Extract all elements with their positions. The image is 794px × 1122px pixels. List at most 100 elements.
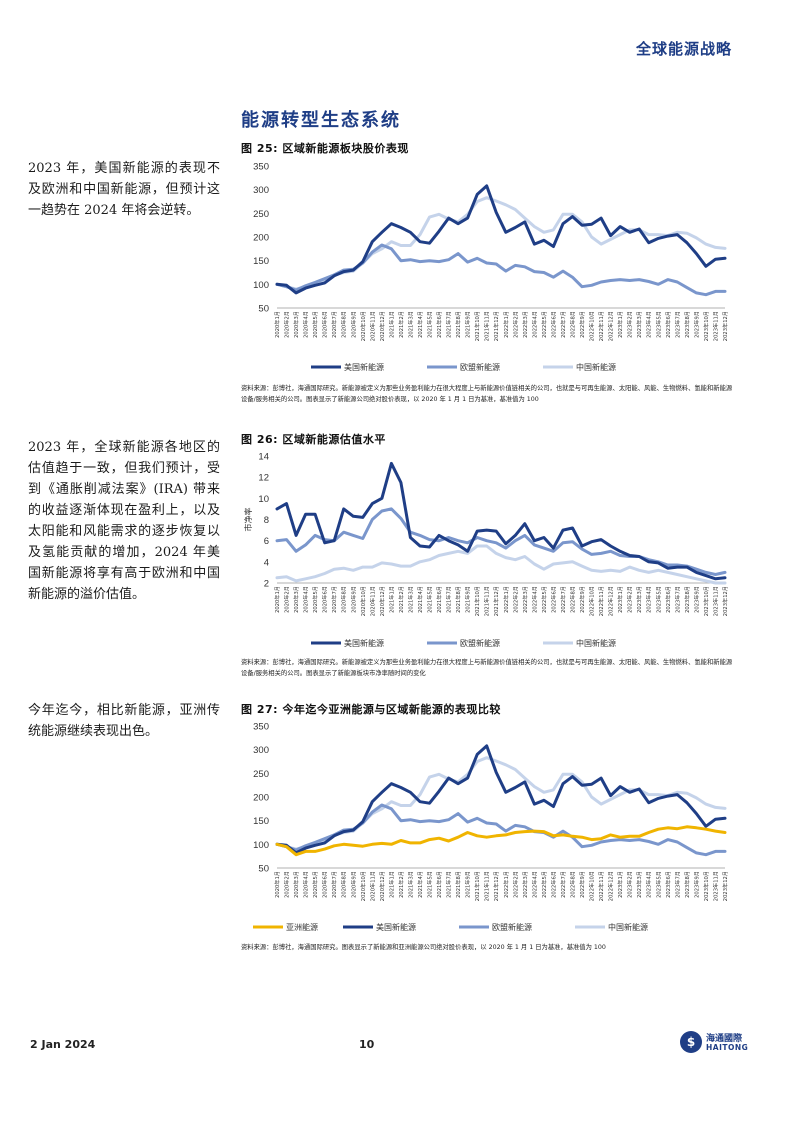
y-tick-label: 300	[253, 185, 269, 196]
series-line-3	[275, 544, 727, 585]
series-line-2	[275, 243, 727, 297]
series-line-2	[275, 507, 727, 576]
x-tick-label: 2021年12月	[492, 311, 500, 341]
x-tick-label: 2023年5月	[654, 586, 662, 613]
x-tick-label: 2022年8月	[568, 586, 576, 613]
x-tick-label: 2022年7月	[559, 871, 567, 898]
legend-label: 欧盟新能源	[460, 362, 500, 372]
sidebar-paragraph-3: 今年迄今，相比新能源，亚洲传统能源继续表现出色。	[28, 703, 220, 739]
y-tick-label: 200	[253, 233, 269, 244]
figure-25-title: 图 25: 区域新能源板块股价表现	[241, 142, 409, 155]
x-tick-label: 2023年6月	[664, 871, 672, 898]
figure-27-title: 图 27: 今年迄今亚洲能源与区域新能源的表现比较	[241, 703, 501, 716]
x-tick-label: 2020年4月	[302, 311, 310, 338]
x-tick-label: 2022年7月	[559, 586, 567, 613]
x-tick-label: 2022年8月	[568, 311, 576, 338]
x-tick-label: 2023年8月	[683, 871, 691, 898]
x-tick-label: 2021年3月	[406, 586, 414, 613]
x-tick-label: 2022年7月	[559, 311, 567, 338]
y-tick-label: 100	[253, 280, 269, 291]
x-tick-label: 2021年8月	[454, 871, 462, 898]
x-tick-label: 2023年7月	[673, 311, 681, 338]
x-tick-label: 2022年2月	[511, 871, 519, 898]
figure-26-source: 资料来源：彭博社，海通国际研究。新能源被定义为那些业务盈利能力在很大程度上与新能…	[241, 659, 733, 677]
x-tick-label: 2020年9月	[349, 586, 357, 613]
y-tick-label: 250	[253, 209, 269, 220]
x-tick-label: 2023年7月	[673, 586, 681, 613]
legend-label: 欧盟新能源	[492, 922, 532, 932]
y-tick-label: 50	[258, 304, 269, 315]
x-tick-label: 2021年6月	[435, 871, 443, 898]
x-tick-label: 2023年4月	[645, 586, 653, 613]
x-tick-label: 2023年10月	[702, 311, 710, 341]
y-tick-label: 100	[253, 840, 269, 851]
y-tick-label: 150	[253, 256, 269, 267]
x-tick-label: 2021年7月	[445, 586, 453, 613]
x-tick-label: 2021年1月	[387, 586, 395, 613]
header-title: 全球能源战略	[635, 40, 732, 58]
x-tick-label: 2022年5月	[540, 871, 548, 898]
figure-25-chart: 50 100 150 200 250 300 350 2020年1月 2020年2月 2020年3…	[253, 162, 729, 373]
legend-label: 亚洲能源	[286, 922, 318, 932]
x-tick-label: 2022年6月	[549, 311, 557, 338]
x-tick-label: 2020年8月	[340, 871, 348, 898]
x-tick-label: 2021年5月	[426, 311, 434, 338]
x-tick-label: 2023年7月	[673, 871, 681, 898]
figure-27-source: 资料来源：彭博社，海通国际研究。图表显示了新能源和亚洲能源公司绝对股价表现，以 …	[241, 944, 606, 951]
x-tick-label: 2023年3月	[635, 586, 643, 613]
x-tick-label: 2020年4月	[302, 586, 310, 613]
x-tick-label: 2021年8月	[454, 586, 462, 613]
y-tick-label: 6	[264, 536, 269, 547]
x-tick-label: 2022年5月	[540, 311, 548, 338]
x-tick-label: 2021年4月	[416, 586, 424, 613]
x-tick-label: 2021年3月	[406, 871, 414, 898]
x-tick-label: 2022年1月	[502, 871, 510, 898]
x-tick-label: 2023年11月	[711, 586, 719, 616]
x-tick-label: 2023年4月	[645, 871, 653, 898]
x-tick-label: 2021年1月	[387, 871, 395, 898]
x-tick-label: 2021年7月	[445, 311, 453, 338]
x-tick-label: 2022年11月	[597, 311, 605, 341]
x-tick-label: 2020年8月	[340, 311, 348, 338]
series-line-1	[275, 825, 727, 857]
x-tick-label: 2021年4月	[416, 871, 424, 898]
figure-26-chart: 2 4 6 8 10 12 14 市净率 2020年1月 2020年2月 2020年3月 2020年4…	[243, 452, 729, 649]
figure-26-title: 图 26: 区域新能源估值水平	[241, 433, 386, 446]
x-tick-label: 2022年10月	[588, 311, 596, 341]
series-line-2	[275, 744, 727, 855]
sidebar-paragraph-1: 2023 年，美国新能源的表现不及欧洲和中国新能源，但预计这一趋势在 2024 …	[28, 161, 220, 218]
x-tick-label: 2023年12月	[721, 311, 729, 341]
x-tick-label: 2022年10月	[588, 586, 596, 616]
x-tick-label: 2022年12月	[607, 311, 615, 341]
x-tick-label: 2021年9月	[464, 311, 472, 338]
x-tick-label: 2022年6月	[549, 871, 557, 898]
x-tick-label: 2021年11月	[483, 871, 491, 901]
x-tick-label: 2022年9月	[578, 871, 586, 898]
x-tick-label: 2020年1月	[273, 586, 281, 613]
legend-label: 中国新能源	[576, 638, 616, 648]
x-tick-label: 2022年2月	[511, 586, 519, 613]
legend-label: 美国新能源	[344, 362, 384, 372]
section-title: 能源转型生态系统	[241, 110, 401, 131]
x-tick-label: 2020年12月	[378, 871, 386, 901]
x-tick-label: 2022年1月	[502, 586, 510, 613]
x-tick-label: 2020年5月	[311, 871, 319, 898]
x-tick-label: 2022年12月	[607, 586, 615, 616]
y-tick-label: 350	[253, 162, 269, 173]
x-tick-label: 2021年10月	[473, 586, 481, 616]
x-tick-label: 2020年5月	[311, 311, 319, 338]
x-tick-label: 2021年9月	[464, 586, 472, 613]
x-tick-label: 2020年3月	[292, 871, 300, 898]
x-tick-label: 2020年8月	[340, 586, 348, 613]
x-tick-label: 2021年2月	[397, 586, 405, 613]
x-tick-label: 2020年9月	[349, 311, 357, 338]
x-tick-label: 2023年11月	[711, 871, 719, 901]
x-tick-label: 2020年12月	[378, 586, 386, 616]
x-tick-label: 2020年2月	[283, 586, 291, 613]
x-tick-label: 2023年1月	[616, 311, 624, 338]
x-tick-label: 2021年6月	[435, 586, 443, 613]
x-tick-label: 2021年9月	[464, 871, 472, 898]
x-tick-label: 2020年11月	[368, 586, 376, 616]
x-tick-label: 2022年9月	[578, 311, 586, 338]
x-tick-label: 2023年5月	[654, 871, 662, 898]
